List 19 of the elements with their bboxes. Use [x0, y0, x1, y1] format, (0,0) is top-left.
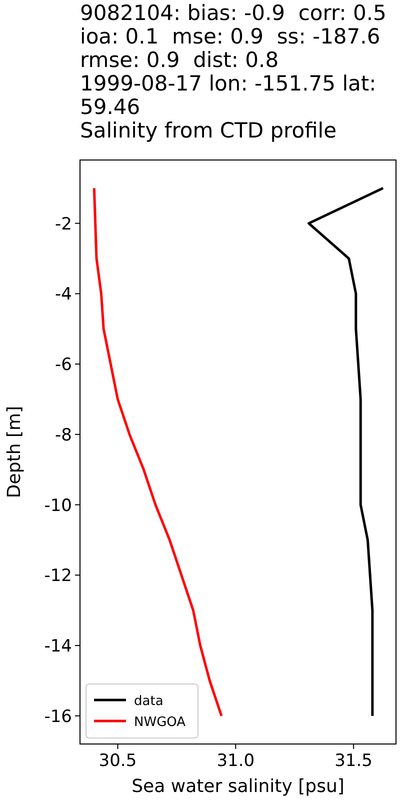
- y-tick-label: -4: [55, 284, 72, 305]
- legend-label: data: [134, 694, 164, 709]
- y-tick-label: -6: [55, 355, 72, 376]
- x-tick-label: 30.5: [98, 751, 137, 771]
- y-tick-label: -8: [55, 425, 72, 446]
- line-series: [92, 186, 223, 718]
- line-series: [307, 186, 384, 718]
- x-axis-title: Sea water salinity [psu]: [132, 776, 344, 797]
- x-tick-label: 31.5: [334, 751, 372, 771]
- x-tick-label: 31.0: [216, 751, 255, 771]
- y-axis-title: Depth [m]: [4, 406, 25, 498]
- y-tick-label: -10: [44, 496, 72, 516]
- y-tick-label: -12: [44, 566, 72, 586]
- chart-title: 9082104: bias: -0.9 corr: 0.5 ioa: 0.1 mse: 0.9 ss: -187.6 rmse: 0.9 dist: 0.8 1999-08-17 lon: -151.75 lat: 59.46: [80, 1, 386, 119]
- y-tick-label: -2: [55, 214, 72, 234]
- y-tick-label: -16: [44, 706, 72, 727]
- legend-label: NWGOA: [134, 715, 186, 730]
- chart-subtitle: Salinity from CTD profile: [80, 118, 337, 142]
- y-tick-label: -14: [44, 636, 72, 656]
